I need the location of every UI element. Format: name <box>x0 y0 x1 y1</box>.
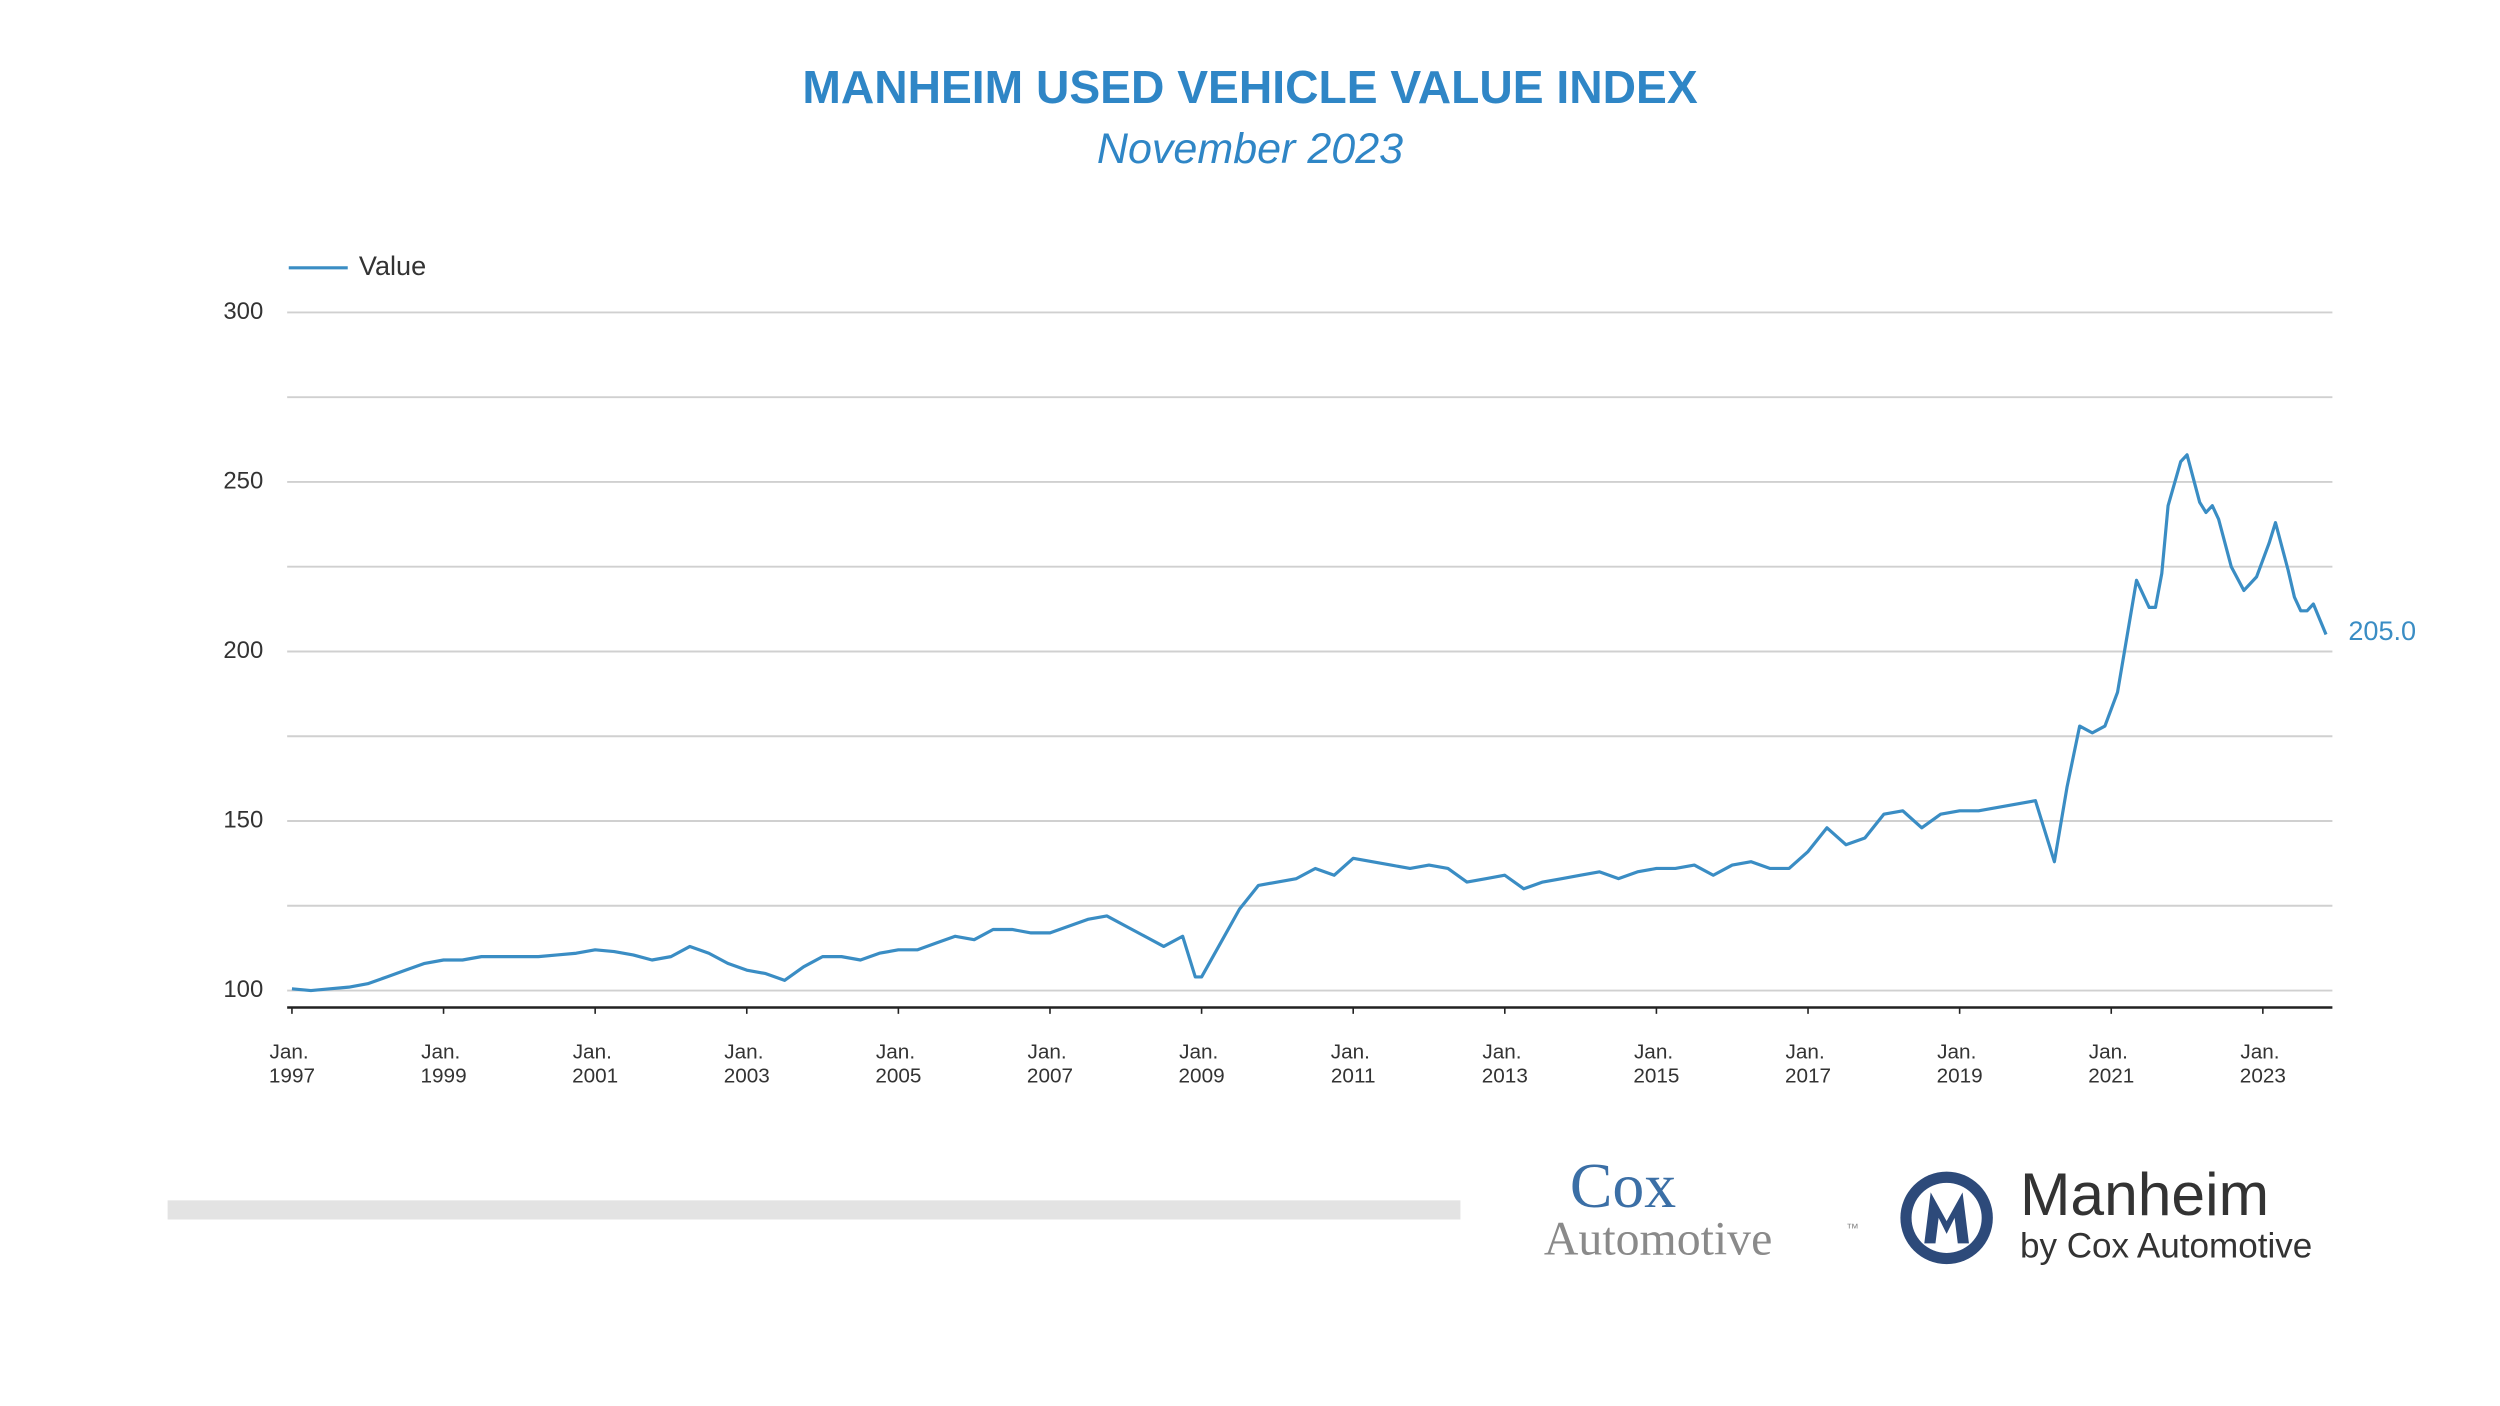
x-tick-label: Jan. 1997 <box>269 1041 315 1088</box>
cox-logo: Cox <box>1570 1150 1676 1221</box>
x-tick-label: Jan. 2013 <box>1482 1041 1528 1088</box>
y-tick-label: 100 <box>223 976 263 1003</box>
x-tick-label: Jan. 2021 <box>2088 1041 2134 1088</box>
chart-subtitle: November 2023 <box>1097 125 1403 173</box>
value-label: 205.0 <box>2348 615 2416 646</box>
x-tick-label: Jan. 2003 <box>724 1041 770 1088</box>
y-tick-label: 200 <box>223 637 263 664</box>
x-tick-label: Jan. 2001 <box>572 1041 618 1088</box>
x-tick-label: Jan. 2011 <box>1331 1041 1376 1088</box>
manheim-logo-inner <box>1911 1182 1982 1253</box>
footer-bar <box>167 1200 1461 1220</box>
x-tick-label: Jan. 2023 <box>2240 1041 2286 1088</box>
chart-title: MANHEIM USED VEHICLE VALUE INDEX <box>802 61 1698 113</box>
x-tick-label: Jan. 2019 <box>1937 1041 1983 1088</box>
x-tick-label: Jan. 2009 <box>1179 1041 1225 1088</box>
x-tick-label: Jan. 1999 <box>421 1041 467 1088</box>
cox-logo-sub: Automotive <box>1544 1212 1772 1265</box>
manheim-logo-m <box>1924 1192 1969 1244</box>
data-line <box>291 453 2328 993</box>
x-tick-label: Jan. 2017 <box>1785 1041 1831 1088</box>
x-tick-label: Jan. 2005 <box>875 1041 921 1088</box>
x-tick-label: Jan. 2015 <box>1633 1041 1679 1088</box>
y-tick-label: 150 <box>223 806 263 833</box>
manheim-logo-sub: by Cox Automotive <box>2020 1226 2312 1265</box>
cox-tm: ™ <box>1846 1220 1859 1235</box>
legend-label: Value <box>359 250 426 281</box>
y-tick-label: 300 <box>223 298 263 325</box>
manheim-logo: Manheim <box>2020 1160 2269 1228</box>
x-tick-label: Jan. 2007 <box>1027 1041 1073 1088</box>
y-tick-label: 250 <box>223 467 263 494</box>
